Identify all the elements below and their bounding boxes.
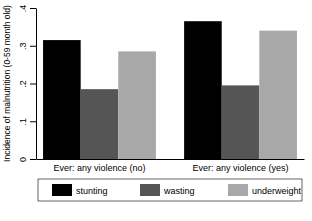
y-tick-mark xyxy=(30,8,36,9)
bar xyxy=(259,31,297,159)
bar xyxy=(184,21,222,159)
bar xyxy=(118,51,156,159)
plot: 0.1.2.3.4Ever: any violence (no)Ever: an… xyxy=(18,5,305,174)
y-tick-label: 0 xyxy=(18,157,28,162)
y-tick-mark xyxy=(30,46,36,47)
legend-swatch xyxy=(52,184,72,196)
chart: 0.1.2.3.4Ever: any violence (no)Ever: an… xyxy=(0,0,312,221)
legend-label: underweight xyxy=(252,186,302,196)
legend-label: stunting xyxy=(76,186,108,196)
y-tick: .2 xyxy=(18,80,36,88)
bars xyxy=(43,21,297,159)
bar xyxy=(81,89,119,159)
y-tick-label: .2 xyxy=(18,80,28,88)
y-tick-label: .3 xyxy=(18,42,28,50)
bar xyxy=(43,40,81,159)
x-tick: Ever: any violence (yes) xyxy=(193,159,289,173)
legend-swatch xyxy=(140,184,160,196)
legend-label: wasting xyxy=(163,186,195,196)
y-tick-label: .4 xyxy=(18,5,28,13)
x-tick-label: Ever: any violence (no) xyxy=(53,163,145,173)
x-axis-line xyxy=(37,159,305,160)
x-axis: Ever: any violence (no) Ever: any violenc… xyxy=(37,159,305,173)
y-axis: 0 .1 .2 .3 .4 xyxy=(18,5,37,162)
legend-swatch xyxy=(228,184,248,196)
y-tick-mark xyxy=(30,84,36,85)
y-tick-mark xyxy=(30,159,36,160)
y-tick-label: .1 xyxy=(18,118,28,126)
legend: stunting wasting underweight xyxy=(38,179,302,201)
y-tick: .3 xyxy=(18,42,36,50)
y-tick-mark xyxy=(30,121,36,122)
y-tick: .4 xyxy=(18,5,36,13)
y-tick: .1 xyxy=(18,118,36,126)
legend-frame xyxy=(38,179,302,201)
x-tick-label: Ever: any violence (yes) xyxy=(193,163,289,173)
y-axis-line xyxy=(36,9,37,160)
y-tick: 0 xyxy=(18,157,36,162)
y-axis-title: Incidence of malnutrition (0-59 month ol… xyxy=(2,5,12,162)
bar xyxy=(222,85,260,159)
x-tick: Ever: any violence (no) xyxy=(53,159,145,173)
